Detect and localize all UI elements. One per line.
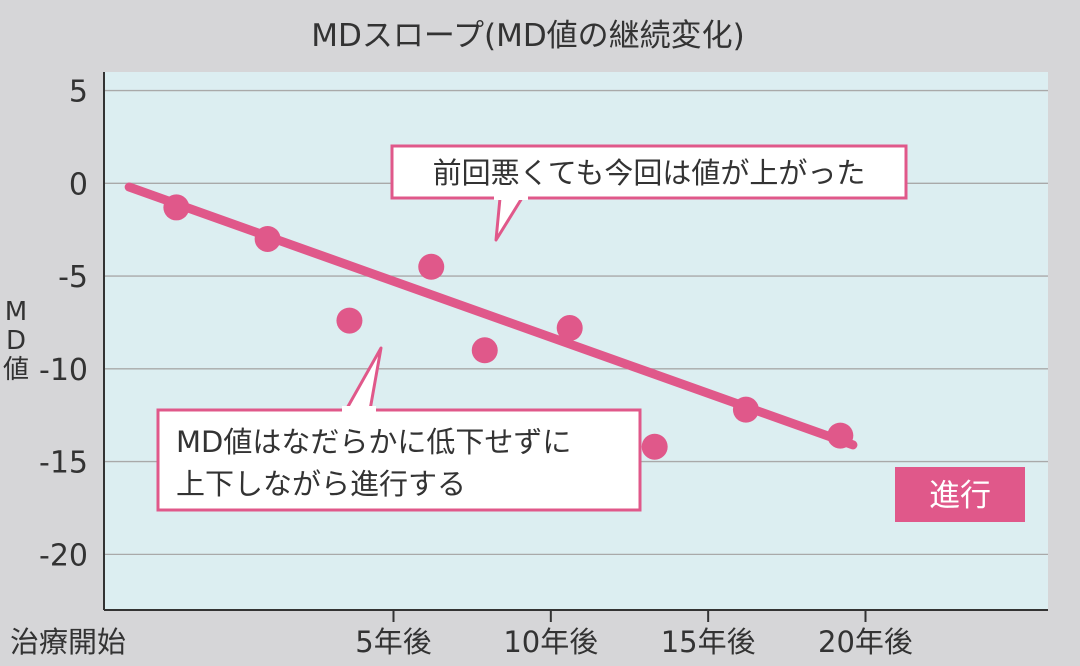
data-point xyxy=(827,422,854,449)
callout-joint xyxy=(494,194,528,200)
callout-joint xyxy=(342,406,376,412)
callout-text: 前回悪くても今回は値が上がった xyxy=(433,156,866,190)
y-tick-label: -20 xyxy=(39,538,88,573)
x-tick-label: 15年後 xyxy=(661,625,756,659)
badge-text: 進行 xyxy=(929,478,991,514)
callout-text-line2: 上下しながら進行する xyxy=(176,467,466,501)
progress-badge: 進行 xyxy=(895,467,1025,522)
x-tick-labels: 治療開始 5年後 10年後 15年後 20年後 xyxy=(10,610,913,659)
data-point xyxy=(556,315,583,342)
callout-text-line1: MD値はなだらかに低下せずに xyxy=(176,425,571,459)
x-tick-label: 10年後 xyxy=(503,625,598,659)
callout-box xyxy=(156,408,642,512)
callout-box xyxy=(390,144,908,200)
data-point xyxy=(418,253,445,280)
x-tick-label: 20年後 xyxy=(818,625,913,659)
y-tick-label: -10 xyxy=(39,353,88,388)
data-point xyxy=(163,194,190,221)
data-point xyxy=(254,225,281,252)
y-tick-labels: 5 0 -5 -10 -15 -20 xyxy=(39,75,88,574)
data-point xyxy=(471,337,498,364)
data-point xyxy=(641,433,668,460)
y-tick-label: 0 xyxy=(69,167,88,202)
badge-background xyxy=(895,467,1025,522)
callout-fluctuation: MD値はなだらかに低下せずに 上下しながら進行する xyxy=(156,346,642,512)
callout-value-rose: 前回悪くても今回は値が上がった xyxy=(390,144,908,242)
trend-line xyxy=(124,182,858,450)
data-points xyxy=(163,194,854,460)
y-tick-label: 5 xyxy=(69,75,88,110)
data-point xyxy=(336,307,363,334)
chart-title: MDスロープ(MD値の継続変化) xyxy=(311,18,745,54)
y-tick-label: -15 xyxy=(39,446,88,481)
y-tick-label: -5 xyxy=(58,260,88,295)
x-tick-label: 治療開始 xyxy=(10,625,126,659)
x-tick-label: 5年後 xyxy=(355,625,431,659)
data-point xyxy=(732,396,759,423)
